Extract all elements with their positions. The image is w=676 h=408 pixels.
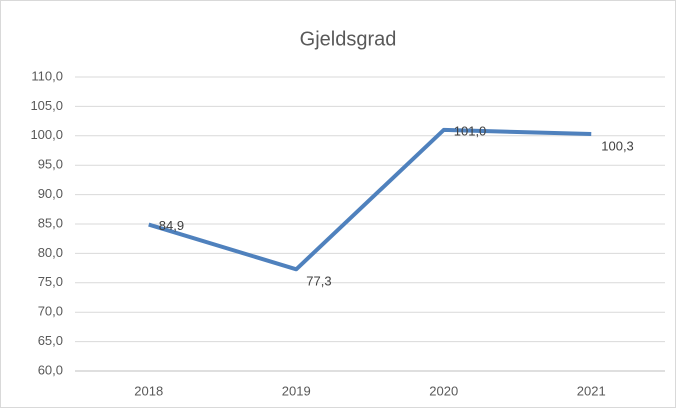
- y-tick-label: 90,0: [38, 186, 63, 201]
- chart-title: Gjeldsgrad: [300, 28, 397, 50]
- y-tick-label: 65,0: [38, 333, 63, 348]
- y-tick-label: 95,0: [38, 157, 63, 172]
- y-tick-label: 105,0: [30, 98, 63, 113]
- x-tick-label: 2018: [134, 383, 163, 398]
- data-label: 77,3: [306, 274, 331, 289]
- data-label: 84,9: [159, 218, 184, 233]
- y-tick-label: 70,0: [38, 304, 63, 319]
- x-tick-label: 2019: [282, 383, 311, 398]
- y-tick-label: 85,0: [38, 215, 63, 230]
- y-tick-label: 75,0: [38, 274, 63, 289]
- data-label: 100,3: [601, 138, 634, 153]
- y-tick-label: 110,0: [31, 68, 63, 83]
- data-label: 101,0: [454, 123, 487, 138]
- x-tick-label: 2020: [429, 383, 458, 398]
- data-line: [148, 127, 592, 272]
- y-tick-label: 100,0: [30, 127, 63, 142]
- y-tick-label: 80,0: [38, 245, 63, 260]
- x-tick-label: 2021: [577, 383, 606, 398]
- y-tick-label: 60,0: [38, 362, 63, 377]
